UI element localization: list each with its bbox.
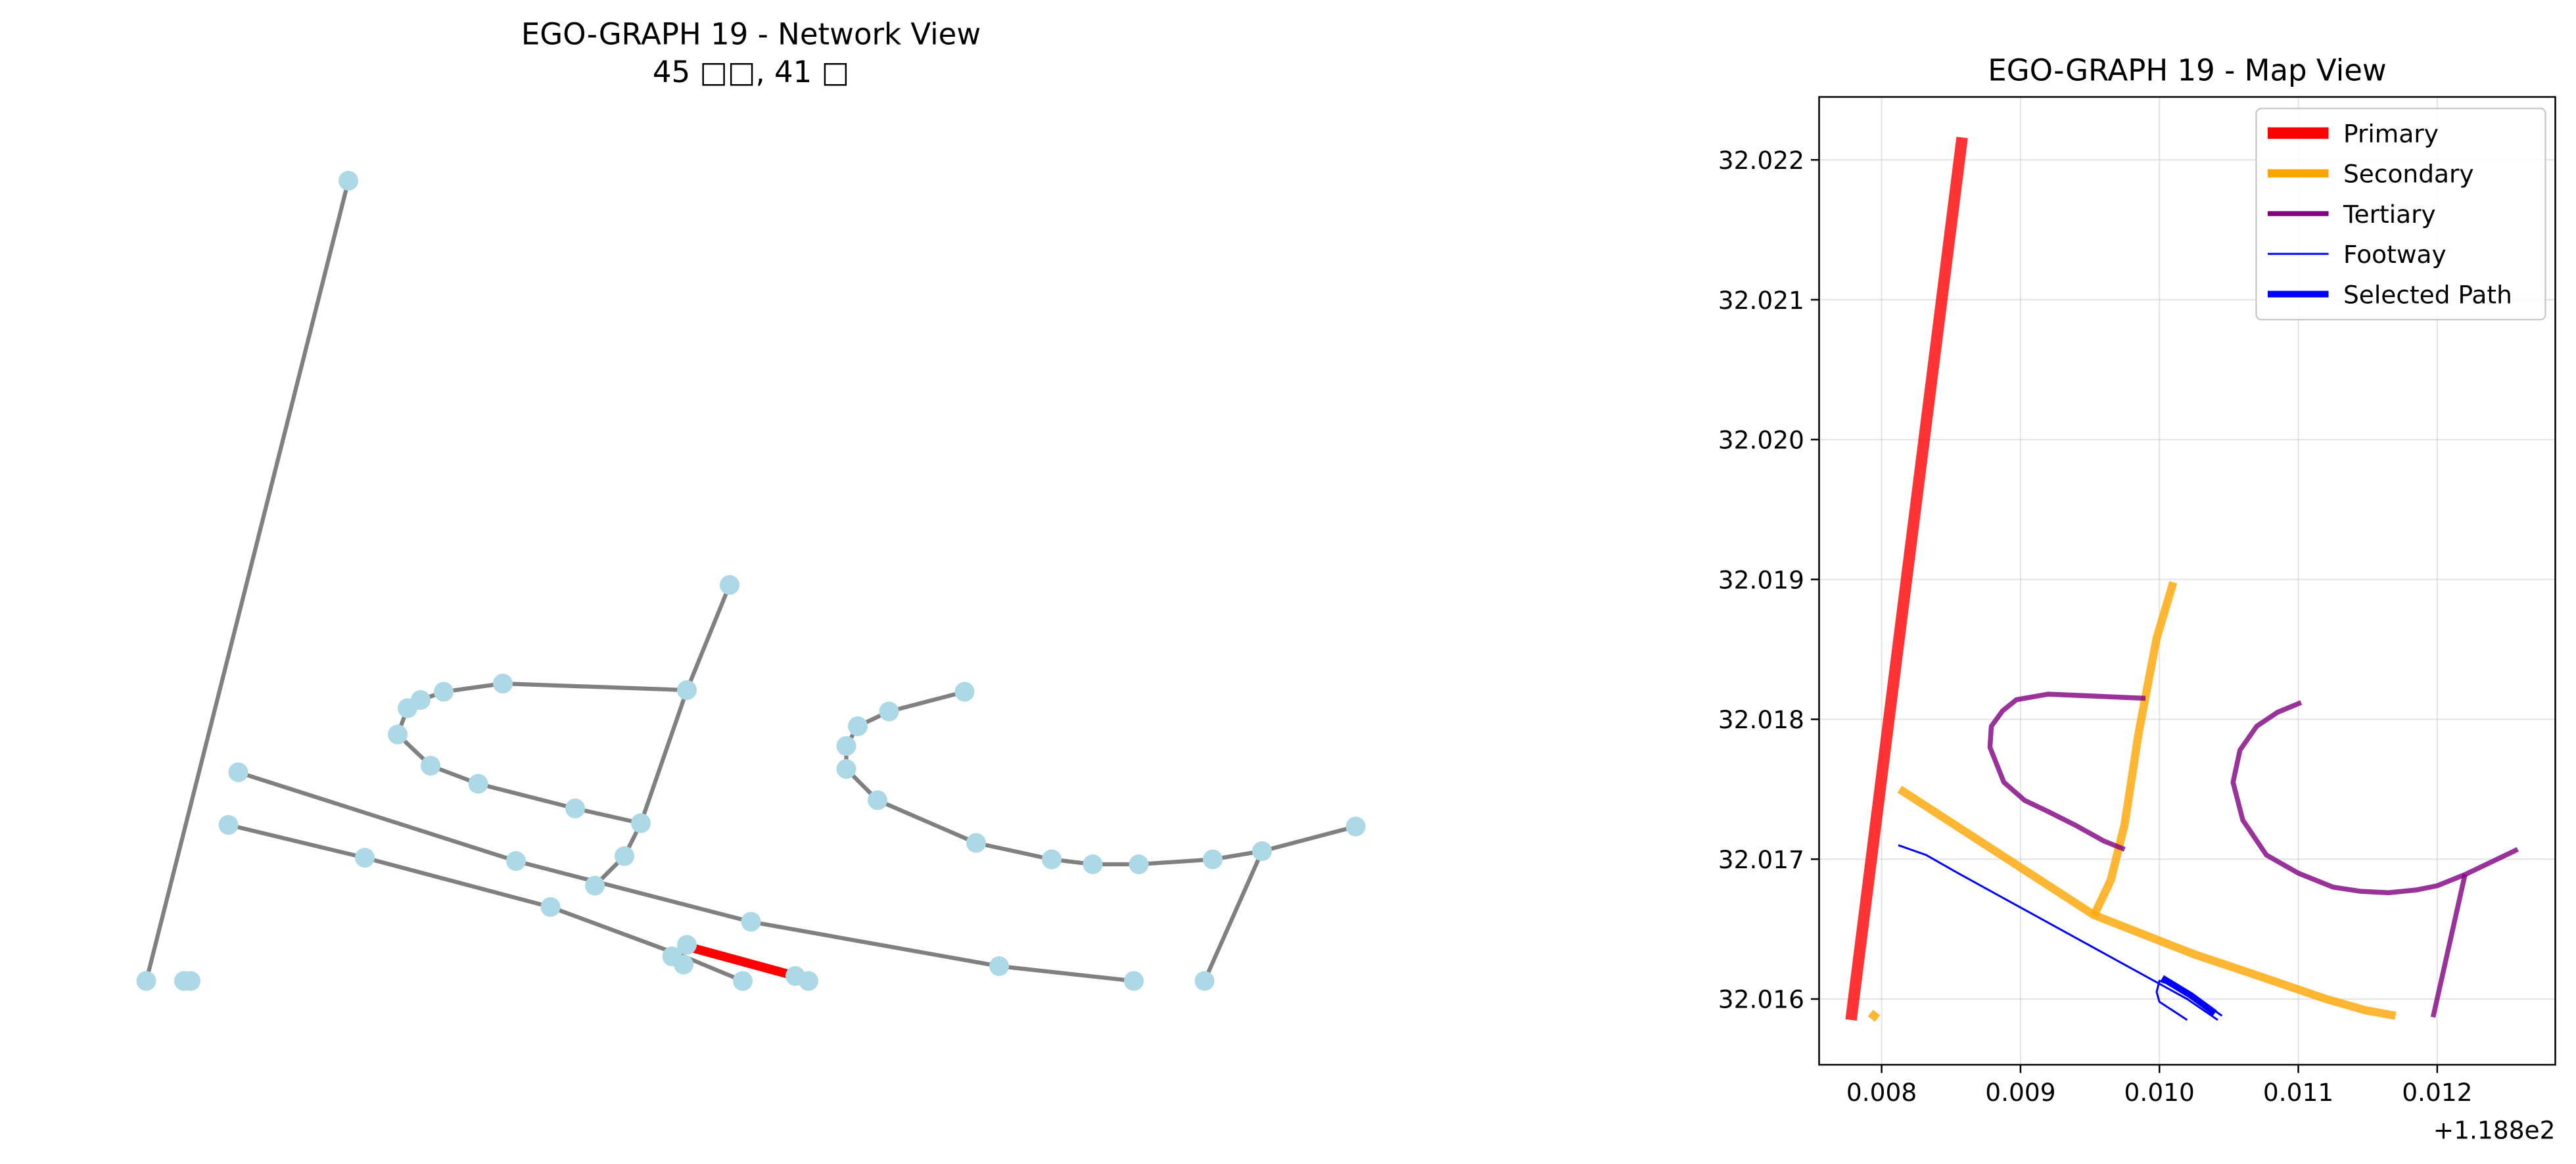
- network-node-34: [631, 813, 651, 833]
- map-y-tick-label: 32.019: [1718, 565, 1804, 594]
- map-line-tertiary-2: [2430, 873, 2468, 1018]
- map-x-offset-label: +1.188e2: [2433, 1116, 2556, 1145]
- network-highlight-edge: [686, 942, 797, 981]
- network-node-0: [339, 171, 359, 191]
- map-y-tick-label: 32.018: [1718, 705, 1804, 734]
- network-node-21: [1203, 849, 1223, 870]
- map-line-footway-0: [1898, 844, 2218, 1021]
- map-x-tick-label: 0.009: [1985, 1078, 2055, 1107]
- network-node-28: [836, 736, 856, 756]
- network-node-19: [1252, 841, 1272, 861]
- network-node-4: [228, 762, 248, 782]
- map-view-title: EGO-GRAPH 19 - Map View: [1988, 53, 2386, 88]
- network-node-22: [1129, 854, 1149, 874]
- network-node-23: [1083, 854, 1103, 874]
- network-node-36: [585, 875, 605, 896]
- legend-label-secondary: Secondary: [2343, 159, 2474, 188]
- network-node-7: [506, 851, 527, 871]
- network-node-38: [468, 774, 488, 794]
- network-node-42: [411, 690, 431, 710]
- map-view-panel: EGO-GRAPH 19 - Map View 0.008 0.009 0.010 0…: [1718, 53, 2556, 1145]
- map-line-tertiary-1: [2230, 700, 2519, 896]
- map-x-tick-label: 0.012: [2402, 1078, 2472, 1107]
- map-y-tick-label: 32.016: [1718, 985, 1804, 1014]
- network-node-29: [848, 716, 868, 736]
- map-axes-frame: [1818, 96, 2556, 1066]
- map-y-tick-label: 32.020: [1718, 426, 1804, 455]
- network-node-35: [615, 846, 635, 866]
- network-node-15: [741, 912, 761, 932]
- map-y-tick-label: 32.017: [1718, 845, 1804, 874]
- map-legend: Primary Secondary Tertiary Footway Selected …: [2255, 107, 2546, 321]
- map-lines: [1845, 137, 2519, 1022]
- network-node-20: [1346, 816, 1366, 837]
- map-y-tick-label: 32.022: [1718, 146, 1804, 175]
- network-highlight-edge-group: [686, 942, 797, 981]
- map-line-primary-0: [1845, 137, 1968, 1021]
- legend-label-footway: Footway: [2343, 240, 2447, 269]
- network-node-37: [565, 799, 586, 818]
- network-edge-0: [144, 180, 351, 982]
- network-edge-5: [844, 689, 1357, 867]
- network-node-27: [836, 759, 856, 779]
- network-edges: [144, 180, 1357, 983]
- network-node-26: [868, 790, 887, 810]
- network-edge-4: [395, 681, 688, 826]
- network-view-subtitle: 45 □□, 41 □: [653, 55, 849, 89]
- network-node-1: [136, 971, 156, 991]
- network-node-8: [540, 897, 561, 917]
- network-node-40: [388, 724, 408, 745]
- network-edge-3: [593, 584, 732, 887]
- network-node-39: [421, 756, 441, 776]
- legend-box: [2255, 107, 2546, 321]
- map-y-ticks: 32.016 32.017 32.018 32.019 32.020 32.021 32.0…: [1718, 146, 1819, 1014]
- network-node-18: [1194, 971, 1215, 991]
- map-x-tick-label: 0.010: [2124, 1078, 2195, 1107]
- network-view-panel: EGO-GRAPH 19 - Network View 45 □□, 41 □: [136, 16, 1366, 991]
- network-node-31: [954, 682, 975, 702]
- legend-label-tertiary: Tertiary: [2343, 200, 2436, 229]
- network-node-10: [674, 954, 694, 975]
- network-node-12: [733, 971, 753, 991]
- map-line-tertiary-0: [1987, 691, 2146, 852]
- map-y-tick-label: 32.021: [1718, 286, 1804, 315]
- network-node-43: [434, 682, 454, 702]
- network-edge-6: [1202, 850, 1264, 982]
- network-node-44: [493, 674, 513, 693]
- network-node-16: [989, 956, 1009, 976]
- map-line-secondary-2: [1867, 1010, 1881, 1022]
- map-x-tick-label: 0.008: [1846, 1078, 1917, 1107]
- network-node-24: [1042, 849, 1062, 870]
- map-line-selected-path-0: [2160, 975, 2217, 1016]
- network-nodes: [136, 171, 1366, 991]
- network-node-32: [720, 575, 739, 595]
- map-line-secondary-1: [1897, 785, 2397, 1020]
- network-node-33: [677, 680, 697, 700]
- map-x-tick-label: 0.011: [2263, 1078, 2333, 1107]
- network-node-3: [181, 971, 201, 991]
- network-node-6: [355, 848, 375, 868]
- map-x-ticks: 0.008 0.009 0.010 0.011 0.012: [1846, 1064, 2473, 1107]
- legend-label-selected-path: Selected Path: [2343, 280, 2512, 309]
- legend-label-primary: Primary: [2343, 119, 2439, 148]
- map-line-secondary-0: [2090, 581, 2178, 918]
- network-node-14: [799, 971, 818, 991]
- network-node-30: [879, 701, 899, 722]
- network-node-5: [218, 815, 239, 835]
- network-node-17: [1124, 971, 1144, 991]
- network-node-11: [677, 935, 697, 955]
- network-node-25: [966, 833, 986, 853]
- network-view-title: EGO-GRAPH 19 - Network View: [521, 16, 981, 51]
